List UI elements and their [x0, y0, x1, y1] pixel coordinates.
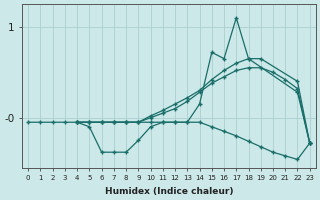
- X-axis label: Humidex (Indice chaleur): Humidex (Indice chaleur): [105, 187, 233, 196]
